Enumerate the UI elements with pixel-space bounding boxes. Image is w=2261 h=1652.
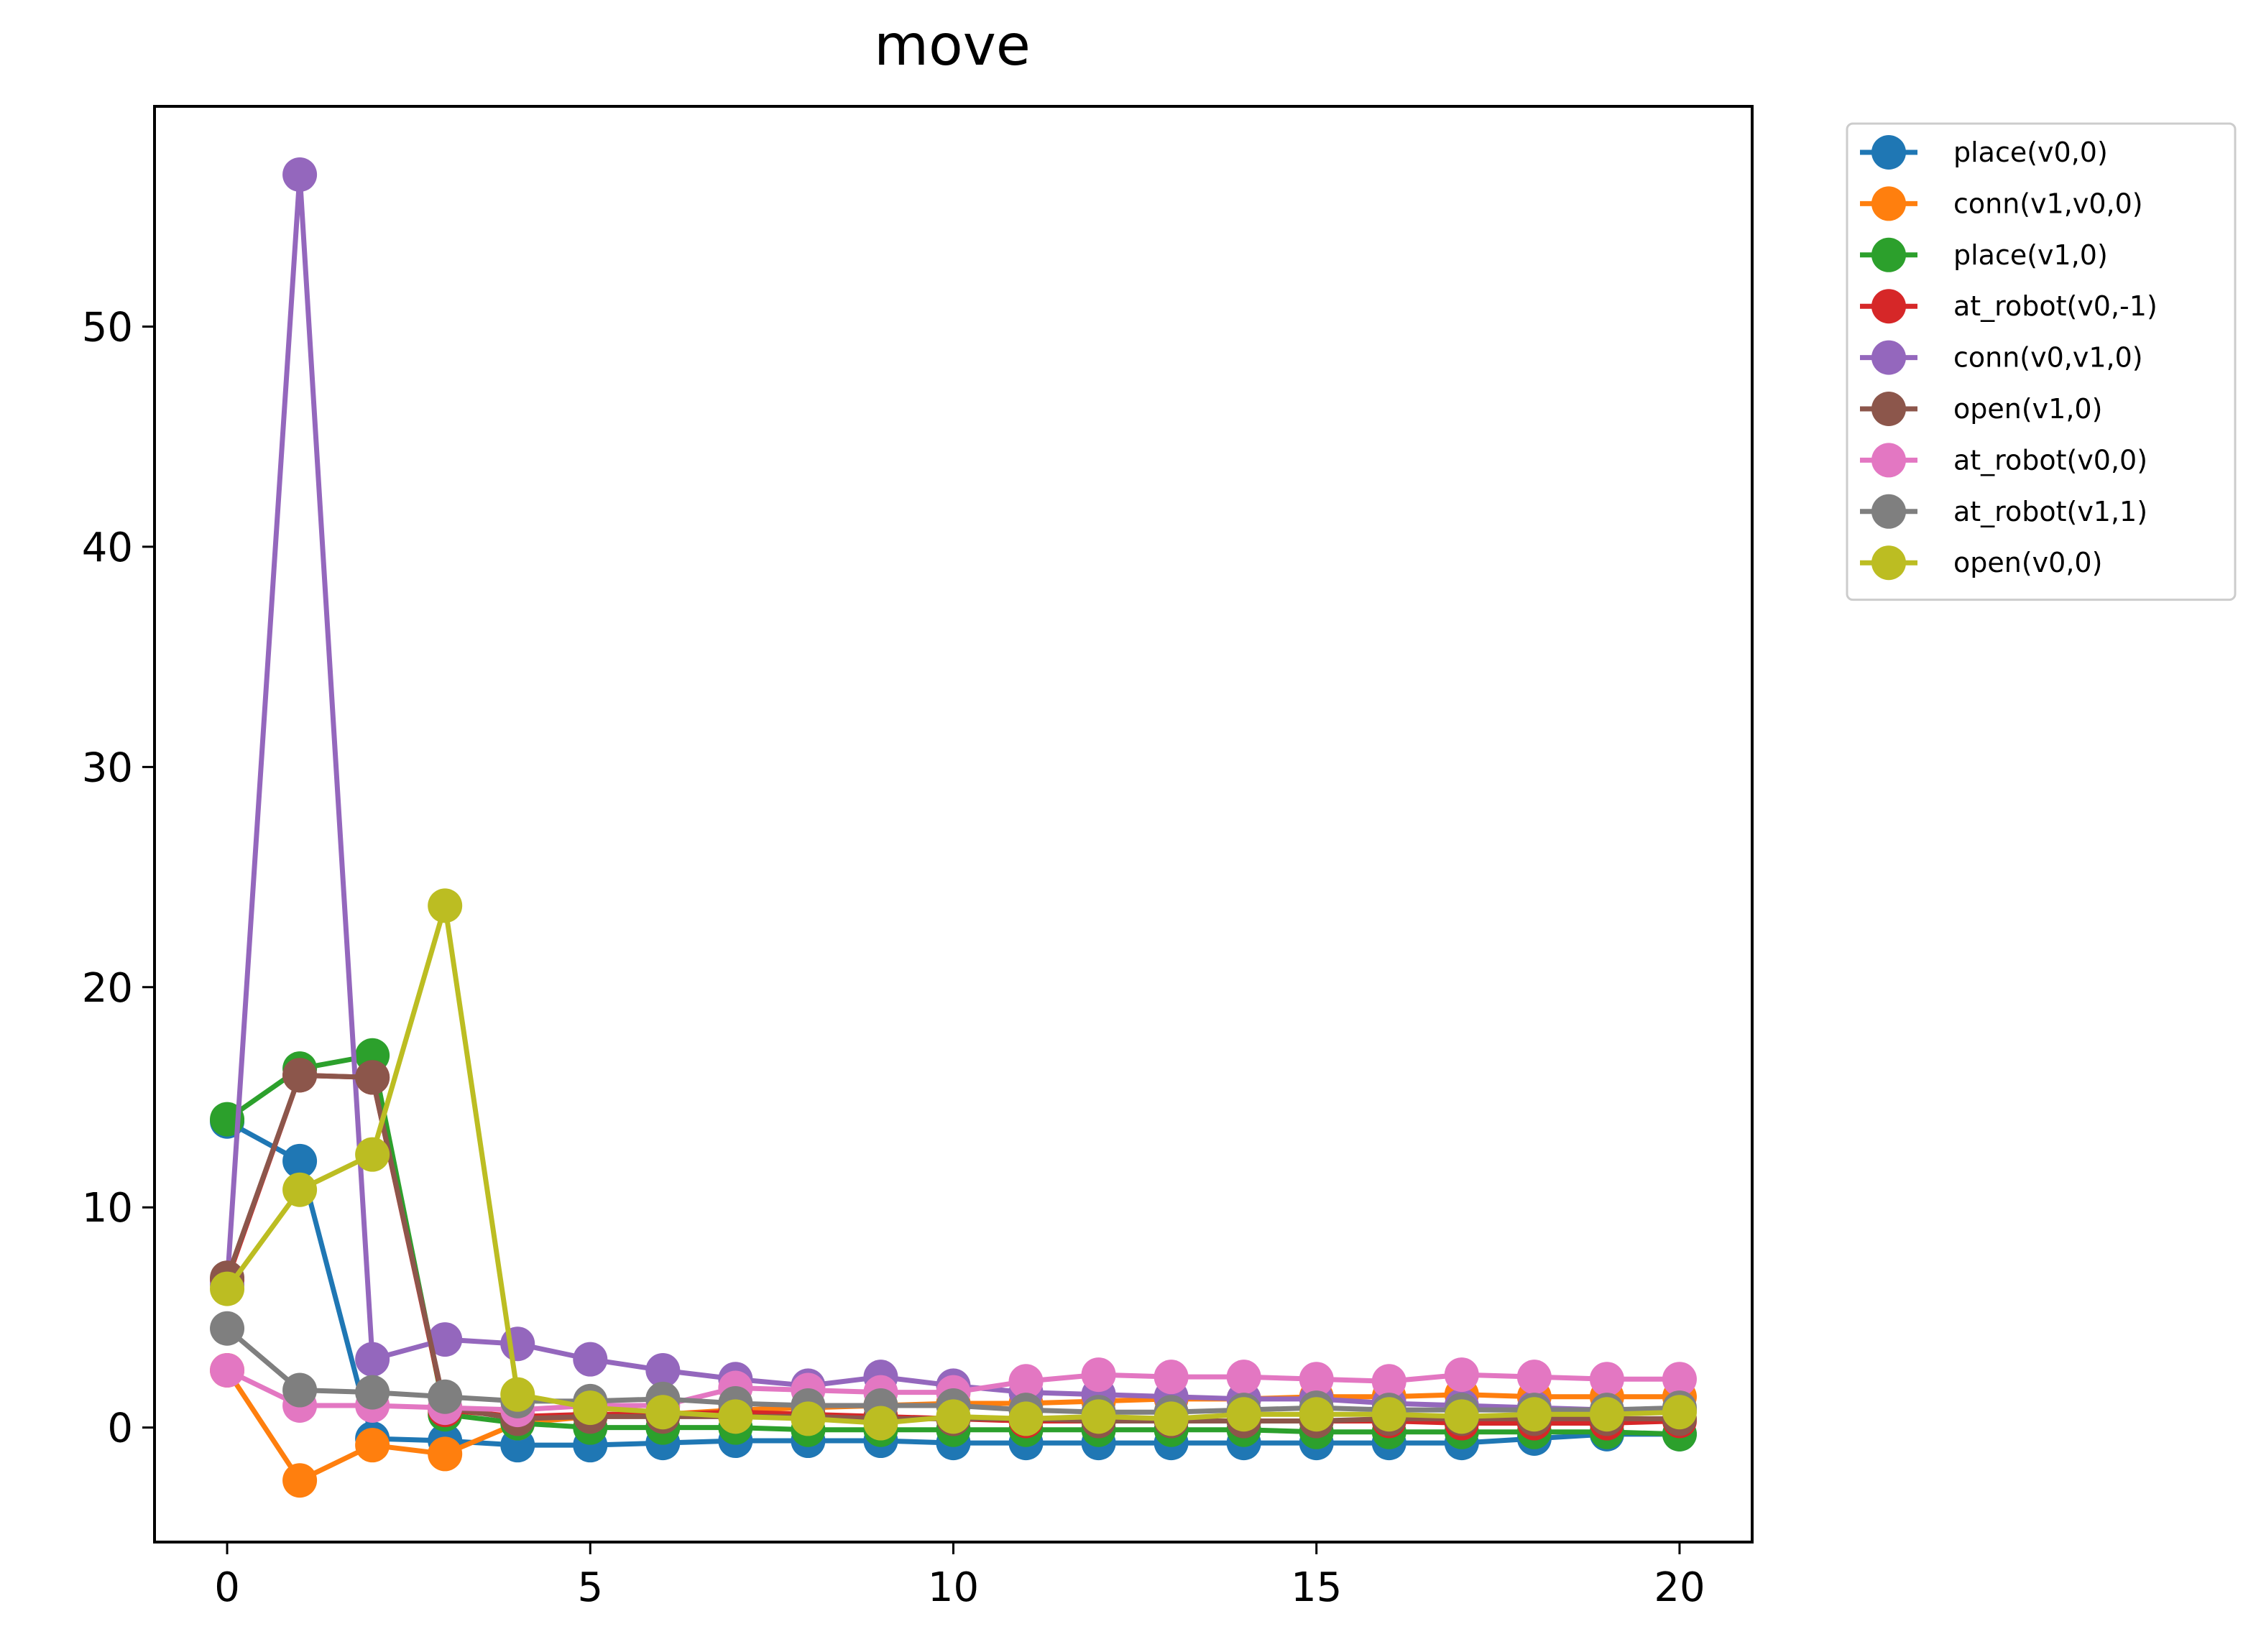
legend-label: place(v1,0): [1953, 239, 2108, 271]
data-point: [1589, 1362, 1624, 1397]
y-tick-label: 20: [82, 965, 133, 1012]
y-tick-label: 50: [82, 304, 133, 351]
data-point: [1299, 1362, 1334, 1397]
data-point: [355, 1060, 390, 1095]
data-point: [936, 1399, 971, 1434]
legend-marker: [1871, 392, 1906, 426]
legend-label: at_robot(v0,0): [1953, 444, 2147, 476]
legend-label: conn(v0,v1,0): [1953, 342, 2143, 374]
data-point: [282, 1372, 318, 1408]
data-point: [210, 1271, 245, 1306]
legend-marker: [1871, 135, 1906, 170]
legend-label: place(v0,0): [1953, 137, 2108, 168]
data-point: [282, 1143, 318, 1178]
series-group: [210, 157, 1697, 1498]
legend-marker: [1871, 289, 1906, 324]
data-point: [1299, 1397, 1334, 1432]
legend-frame: [1846, 122, 2237, 601]
data-point: [428, 1322, 463, 1357]
data-point: [1662, 1362, 1697, 1397]
x-tick-label: 15: [1291, 1564, 1342, 1611]
data-point: [428, 888, 463, 923]
legend-marker: [1871, 340, 1906, 375]
legend-label: conn(v1,v0,0): [1953, 188, 2143, 219]
data-point: [355, 1375, 390, 1410]
data-point: [1153, 1360, 1189, 1395]
data-point: [355, 1137, 390, 1172]
data-point: [210, 1352, 245, 1388]
legend-marker: [1871, 186, 1906, 221]
x-tick-label: 20: [1654, 1564, 1705, 1611]
y-tick-label: 30: [82, 744, 133, 791]
data-point: [1444, 1357, 1479, 1393]
data-point: [1371, 1397, 1406, 1432]
legend-label: open(v1,0): [1953, 393, 2102, 425]
data-point: [355, 1342, 390, 1377]
data-point: [1589, 1397, 1624, 1432]
x-tick-label: 0: [214, 1564, 240, 1611]
legend: place(v0,0) conn(v1,v0,0) place(v1,0) at_ro…: [1846, 122, 2237, 601]
data-point: [355, 1428, 390, 1463]
data-point: [1081, 1399, 1116, 1434]
data-point: [500, 1377, 535, 1412]
plot-area: 0 5 10 15 20 0 10 20 30 40 50: [82, 105, 1754, 1611]
data-point: [1153, 1401, 1189, 1436]
data-point: [1371, 1364, 1406, 1399]
data-point: [645, 1352, 681, 1388]
data-point: [1081, 1357, 1116, 1393]
data-point: [1008, 1401, 1044, 1436]
data-point: [282, 1058, 318, 1093]
legend-marker: [1871, 237, 1906, 272]
data-point: [1444, 1399, 1479, 1434]
legend-marker: [1871, 494, 1906, 529]
legend-label: at_robot(v0,-1): [1953, 290, 2158, 322]
legend-label: open(v0,0): [1953, 547, 2102, 578]
data-point: [573, 1342, 608, 1377]
data-point: [428, 1436, 463, 1472]
data-point: [500, 1326, 535, 1362]
data-point: [1662, 1395, 1697, 1430]
data-point: [1516, 1360, 1552, 1395]
y-tick-label: 0: [107, 1406, 133, 1452]
y-tick-label: 40: [82, 525, 133, 571]
x-tick-label: 10: [928, 1564, 979, 1611]
data-point: [282, 1463, 318, 1498]
axes-frame: [153, 105, 1754, 1543]
data-point: [282, 157, 318, 192]
data-point: [791, 1401, 826, 1436]
data-point: [282, 1172, 318, 1207]
data-point: [573, 1390, 608, 1426]
data-point: [1226, 1397, 1261, 1432]
legend-marker: [1871, 443, 1906, 478]
data-point: [210, 1311, 245, 1346]
x-tick-label: 5: [577, 1564, 603, 1611]
data-point: [1226, 1360, 1261, 1395]
data-point: [1008, 1364, 1044, 1399]
data-point: [645, 1395, 681, 1430]
data-point: [863, 1406, 898, 1441]
data-point: [718, 1399, 753, 1434]
chart-title: move: [874, 14, 1031, 78]
data-point: [1516, 1397, 1552, 1432]
legend-label: at_robot(v1,1): [1953, 496, 2147, 527]
legend-marker: [1871, 545, 1906, 581]
y-tick-label: 10: [82, 1185, 133, 1232]
data-point: [428, 1379, 463, 1414]
